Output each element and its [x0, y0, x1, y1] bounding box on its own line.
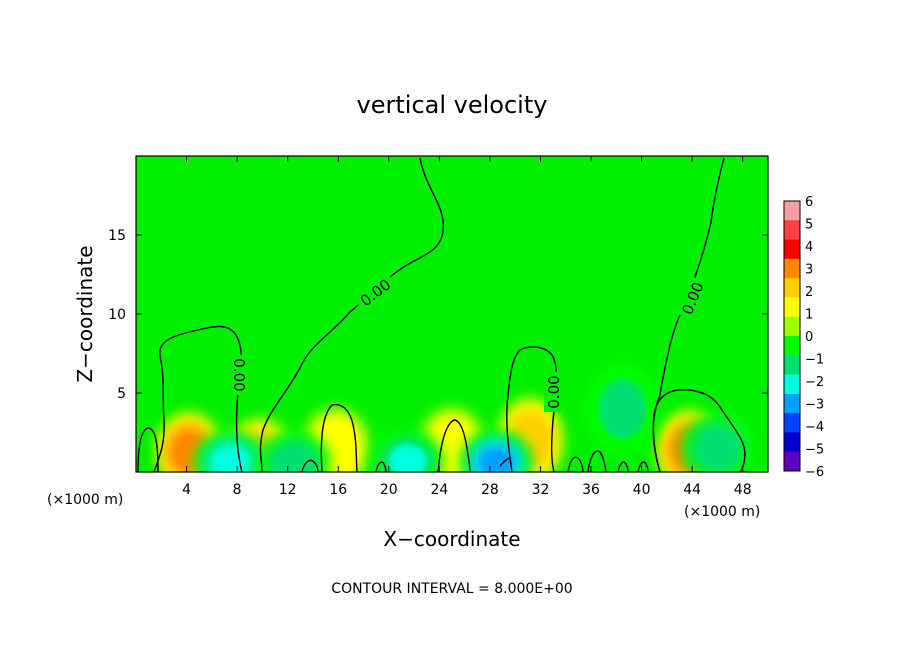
colorbar-label: −3 — [805, 398, 824, 413]
x-tick-label: 20 — [380, 482, 398, 498]
colorbar-band — [784, 239, 800, 260]
colorbar-band — [784, 336, 800, 356]
contour-label: 0.00 — [230, 358, 248, 391]
contour-interval-note: CONTOUR INTERVAL = 8.000E+00 — [331, 581, 572, 597]
colorbar-band — [784, 374, 800, 395]
downdraft-core — [371, 430, 444, 472]
x-axis-label: X−coordinate — [383, 527, 520, 551]
x-tick-label: 40 — [633, 482, 651, 498]
x-tick-label: 44 — [683, 482, 701, 498]
x-tick-label: 4 — [182, 482, 191, 498]
colorbar-label: −6 — [805, 465, 824, 480]
colorbar-band — [784, 355, 800, 375]
colorbar-band — [784, 432, 800, 453]
x-tick-label: 16 — [329, 482, 347, 498]
colorbar-band — [784, 220, 800, 240]
x-tick-label: 36 — [582, 482, 600, 498]
colorbar-label: −5 — [805, 443, 824, 458]
colorbar-label: −4 — [805, 420, 824, 435]
colorbar-label: −1 — [805, 353, 824, 368]
y-tick-label: 15 — [108, 228, 126, 244]
chart-title: vertical velocity — [357, 91, 548, 119]
contour-line — [137, 427, 159, 472]
colorbar-band — [784, 297, 800, 318]
downdraft-core — [681, 413, 754, 472]
colorbar-frame — [783, 200, 801, 472]
x-unit-label-right: (×1000 m) — [684, 504, 760, 520]
downdraft-core — [194, 431, 267, 472]
contour-line — [320, 403, 358, 472]
contour-line — [652, 388, 746, 472]
colorbar-label: 6 — [805, 195, 813, 210]
colorbar-label: 0 — [805, 330, 813, 345]
y-tick-label: 5 — [117, 386, 126, 402]
colorbar-label: 3 — [805, 263, 813, 278]
contour-line — [567, 456, 584, 472]
contour-line — [259, 157, 445, 472]
colorbar-band — [784, 201, 800, 221]
contour-line — [301, 459, 319, 472]
downdraft-core — [586, 363, 659, 455]
colorbar-label: 4 — [805, 240, 813, 255]
x-tick-label: 48 — [734, 482, 752, 498]
contour-line — [617, 461, 629, 472]
x-tick-label: 12 — [279, 482, 297, 498]
y-axis-label: Z−coordinate — [73, 245, 97, 382]
contour-line — [637, 461, 649, 472]
contour-line — [375, 461, 387, 472]
colorbar-band — [784, 278, 800, 298]
x-tick-label: 8 — [233, 482, 242, 498]
colorbar-band — [784, 316, 800, 337]
colorbar-band — [784, 393, 800, 414]
colorbar-label: 2 — [805, 285, 813, 300]
contour-line — [506, 346, 558, 472]
colorbar-band — [784, 413, 800, 433]
colorbar-label: 5 — [805, 218, 813, 233]
x-tick-label: 24 — [430, 482, 448, 498]
contour-line — [587, 450, 607, 472]
plot-area: 0.00 0.00 0.00 0.00 — [136, 156, 768, 472]
contour-line — [437, 419, 471, 472]
y-tick-label: 10 — [108, 307, 126, 323]
colorbar-band — [784, 258, 800, 279]
x-tick-label: 32 — [532, 482, 550, 498]
contour-label: 0.00 — [545, 375, 563, 408]
contour-line — [499, 457, 510, 467]
colorbar: 6 5 4 3 2 1 0 −1 −2 −3 −4 −5 −6 — [783, 195, 824, 480]
colorbar-label: 1 — [805, 308, 813, 323]
x-tick-label: 28 — [481, 482, 499, 498]
colorbar-band — [784, 451, 800, 472]
colorbar-label: −2 — [805, 375, 824, 390]
x-unit-label: (×1000 m) — [47, 492, 123, 508]
